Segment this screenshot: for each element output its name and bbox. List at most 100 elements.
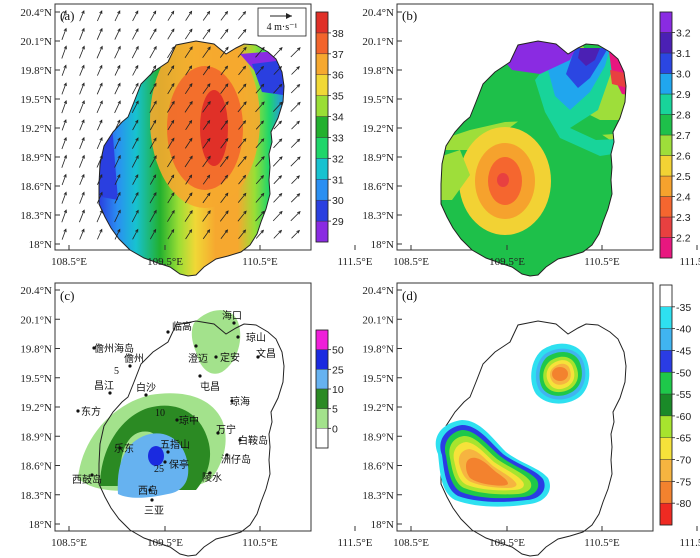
wind-vector [202, 192, 211, 204]
wind-vector [238, 66, 246, 76]
x-tick-label: 110.5°E [584, 537, 620, 549]
wind-vector-head [278, 138, 283, 143]
wind-vector [79, 229, 85, 240]
wind-vector [131, 155, 139, 168]
wind-vector [96, 100, 103, 114]
colorbar-tick-label: 2.3 [676, 212, 691, 224]
wind-vector [184, 192, 193, 204]
wind-vector [114, 83, 121, 95]
panel-c-colorbar: 0 5 10 25 50 [315, 329, 344, 449]
wind-vector-head [206, 10, 211, 15]
station-label: 白沙 [136, 381, 156, 394]
panel-a-colorbar: 29 30 31 32 33 34 35 36 37 38 [315, 11, 344, 243]
x-tick-label: 111.5°E [679, 256, 700, 268]
wind-vector-head [117, 228, 121, 233]
wind-vector [202, 101, 211, 113]
wind-vector-head [153, 209, 157, 214]
y-tick-label: 19.5°N [362, 94, 394, 106]
y-tick-label: 18.6°N [20, 181, 52, 193]
wind-vector-head [99, 45, 103, 50]
wind-vector [132, 174, 139, 185]
wind-vector-head [225, 192, 229, 197]
wind-vector [220, 11, 228, 21]
wind-vector-head [171, 100, 175, 105]
wind-vector-head [206, 119, 211, 124]
wind-vector-head [189, 83, 193, 87]
wind-vector-head [117, 64, 121, 69]
station-label: 文昌 [256, 347, 276, 360]
wind-vector-head [63, 100, 67, 104]
wind-vector [202, 138, 211, 149]
wind-vector [237, 193, 247, 203]
wind-vector-head [81, 228, 85, 233]
wind-vector-head [206, 174, 211, 179]
wind-vector [114, 210, 121, 223]
y-tick-label: 19.5°N [20, 373, 52, 385]
wind-vector-head [242, 28, 247, 33]
wind-vector-head [171, 82, 175, 87]
panel-a-reference-vector-head [286, 13, 292, 19]
wind-vector-head [117, 173, 121, 178]
wind-vector [273, 138, 282, 149]
wind-vector [149, 120, 157, 131]
wind-vector-head [297, 156, 301, 160]
wind-vector [96, 137, 103, 150]
wind-vector [61, 192, 67, 204]
wind-vector-head [99, 119, 103, 124]
wind-vector-head [135, 10, 139, 15]
station-marker [216, 431, 220, 435]
colorbar-swatch [659, 284, 673, 308]
wind-vector [255, 84, 265, 94]
wind-vector [114, 46, 121, 59]
colorbar-tick-label: 34 [332, 112, 344, 124]
wind-vector-head [242, 10, 247, 15]
wind-vector [149, 11, 157, 21]
wind-vector [61, 28, 67, 40]
wind-vector [272, 47, 283, 58]
wind-vector-head [117, 209, 121, 214]
wind-vector-head [261, 46, 265, 51]
colorbar-swatch [659, 237, 673, 259]
station-marker [128, 364, 132, 368]
station-marker [208, 471, 212, 475]
panel-d-y-ticks: 18°N 18.3°N 18.6°N 18.9°N 19.2°N 19.5°N 19.8°N… [362, 285, 402, 531]
wind-vector-head [188, 65, 193, 70]
wind-vector [79, 119, 85, 131]
wind-vector [291, 121, 300, 130]
wind-vector [167, 192, 175, 204]
colorbar-swatch [659, 350, 673, 373]
station-marker [90, 473, 94, 477]
wind-vector [79, 65, 85, 76]
colorbar-swatch [659, 114, 673, 136]
station-marker [214, 355, 218, 359]
wind-vector-head [188, 174, 193, 179]
wind-vector [185, 120, 192, 131]
station-label: 昌江 [94, 380, 114, 392]
wind-vector-head [152, 228, 157, 233]
wind-vector [220, 192, 229, 204]
colorbar-tick-label: 29 [332, 216, 344, 228]
wind-vector-head [261, 101, 265, 106]
wind-vector [96, 83, 103, 95]
wind-vector [290, 84, 300, 94]
wind-vector-head [135, 228, 139, 233]
wind-vector-head [207, 28, 211, 33]
panel-a-x-ticks: 108.5°E 109.5°E 110.5°E 111.5°E [51, 245, 373, 268]
colorbar-swatch [659, 415, 673, 438]
wind-vector-head [135, 174, 139, 178]
wind-vector [167, 46, 175, 59]
colorbar-swatch [659, 306, 673, 329]
wind-vector [255, 138, 265, 149]
wind-vector [114, 10, 121, 22]
wind-vector-head [188, 10, 193, 15]
wind-vector [167, 83, 175, 95]
wind-vector [132, 28, 139, 40]
wind-vector [290, 193, 300, 203]
panel-a-reference-vector-label: 4 m·s⁻¹ [267, 22, 298, 33]
wind-vector [61, 174, 67, 186]
wind-vector-head [153, 155, 157, 159]
x-tick-label: 108.5°E [393, 256, 429, 268]
wind-vector [149, 65, 157, 76]
y-tick-label: 18.9°N [362, 152, 394, 164]
